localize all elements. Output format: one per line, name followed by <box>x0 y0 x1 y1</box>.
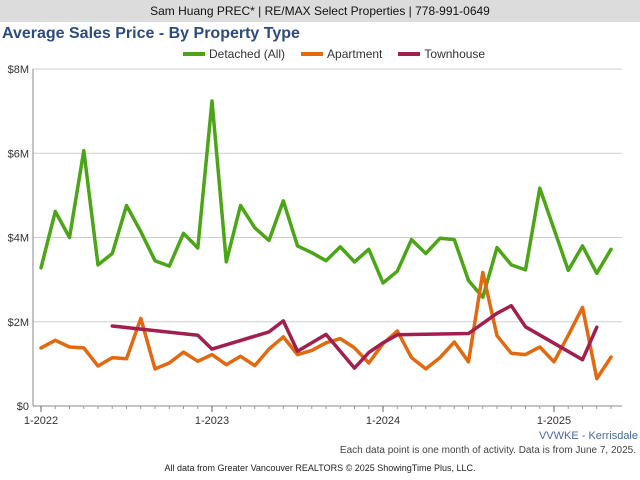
data-note: Each data point is one month of activity… <box>339 445 636 456</box>
footer-credit: All data from Greater Vancouver REALTORS… <box>164 463 476 473</box>
legend-swatch-townhouse <box>398 52 421 56</box>
legend-item-detached: Detached (All) <box>183 47 285 61</box>
legend-item-townhouse: Townhouse <box>398 47 485 61</box>
legend-label-apartment: Apartment <box>327 47 383 61</box>
chart-legend: Detached (All) Apartment Townhouse <box>183 46 501 62</box>
legend-swatch-detached <box>183 52 205 56</box>
agent-info-text: Sam Huang PREC* | RE/MAX Select Properti… <box>150 4 490 18</box>
legend-label-detached: Detached (All) <box>209 47 286 61</box>
legend-item-apartment: Apartment <box>301 47 382 61</box>
region-label: VVWKE - Kerrisdale <box>538 430 638 442</box>
agent-header-bar: Sam Huang PREC* | RE/MAX Select Properti… <box>0 0 640 22</box>
legend-label-townhouse: Townhouse <box>424 47 486 61</box>
series-line-detached <box>39 99 613 300</box>
x-tick-label: 1-2025 <box>537 415 571 427</box>
y-tick-label: $0 <box>17 401 29 413</box>
series-line-townhouse <box>110 303 599 370</box>
legend-swatch-apartment <box>301 52 324 56</box>
y-tick-label: $2M <box>8 317 29 329</box>
x-tick-label: 1-2024 <box>366 415 400 427</box>
x-tick-label: 1-2022 <box>24 415 58 427</box>
series-line-apartment <box>39 270 613 381</box>
chart-title: Average Sales Price - By Property Type <box>2 25 300 42</box>
y-tick-label: $6M <box>8 148 29 160</box>
x-tick-label: 1-2023 <box>195 415 229 427</box>
y-tick-label: $8M <box>8 64 29 76</box>
y-tick-label: $4M <box>8 233 29 245</box>
